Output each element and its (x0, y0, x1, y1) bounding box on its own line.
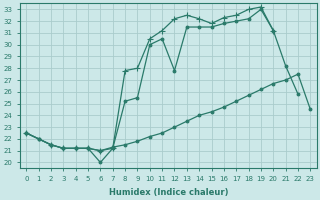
X-axis label: Humidex (Indice chaleur): Humidex (Indice chaleur) (108, 188, 228, 197)
